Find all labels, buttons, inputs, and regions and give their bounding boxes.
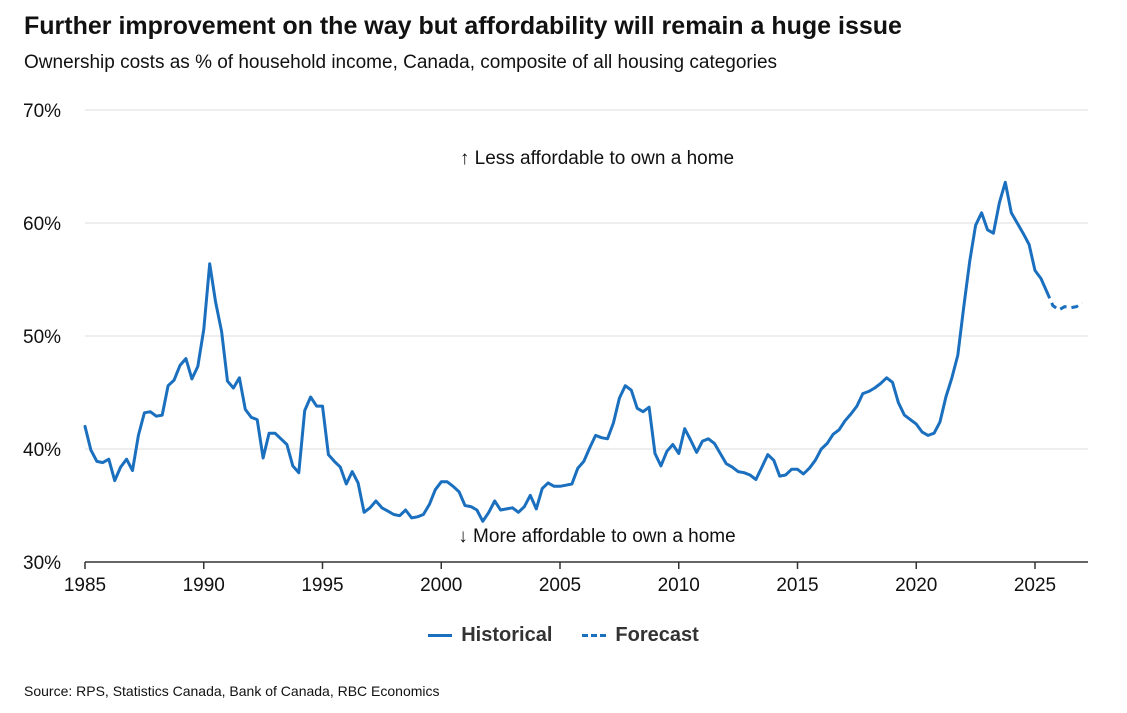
x-tick-label-2000: 2000 — [420, 575, 462, 596]
x-tick-label-1990: 1990 — [183, 575, 225, 596]
gridlines — [85, 109, 1088, 450]
series-forecast-line — [1045, 291, 1084, 312]
legend-label-historical: Historical — [461, 624, 553, 646]
annotation-more-affordable: ↓ More affordable to own a home — [458, 526, 735, 547]
y-tick-label-70: 70% — [23, 101, 61, 122]
y-axis-ticks: 30% 40% 50% 60% 70% — [23, 101, 61, 574]
x-tick-label-2020: 2020 — [895, 575, 937, 596]
y-tick-label-60: 60% — [23, 214, 61, 235]
x-tick-label-1985: 1985 — [64, 575, 106, 596]
chart-legend: Historical Forecast — [0, 624, 1127, 647]
series-historical-line — [83, 180, 1049, 523]
x-axis: 1985 1990 1995 2000 2005 2010 2015 2020 2025 — [64, 561, 1088, 596]
x-tick-label-1995: 1995 — [301, 575, 343, 596]
legend-item-historical: Historical — [428, 624, 552, 647]
y-tick-label-50: 50% — [23, 327, 61, 348]
y-tick-label-30: 30% — [23, 553, 61, 574]
legend-label-forecast: Forecast — [615, 624, 699, 646]
chart-subtitle: Ownership costs as % of household income… — [24, 52, 778, 73]
legend-item-forecast: Forecast — [582, 624, 699, 647]
legend-swatch-forecast — [582, 634, 607, 637]
x-tick-label-2025: 2025 — [1014, 575, 1056, 596]
annotation-less-affordable: ↑ Less affordable to own a home — [460, 148, 734, 169]
x-tick-label-2015: 2015 — [776, 575, 818, 596]
source-note: Source: RPS, Statistics Canada, Bank of … — [24, 683, 440, 699]
x-tick-label-2005: 2005 — [539, 575, 581, 596]
chart-title: Further improvement on the way but affor… — [24, 12, 902, 40]
x-tick-label-2010: 2010 — [658, 575, 700, 596]
y-tick-label-40: 40% — [23, 440, 61, 461]
legend-swatch-historical — [428, 634, 453, 637]
